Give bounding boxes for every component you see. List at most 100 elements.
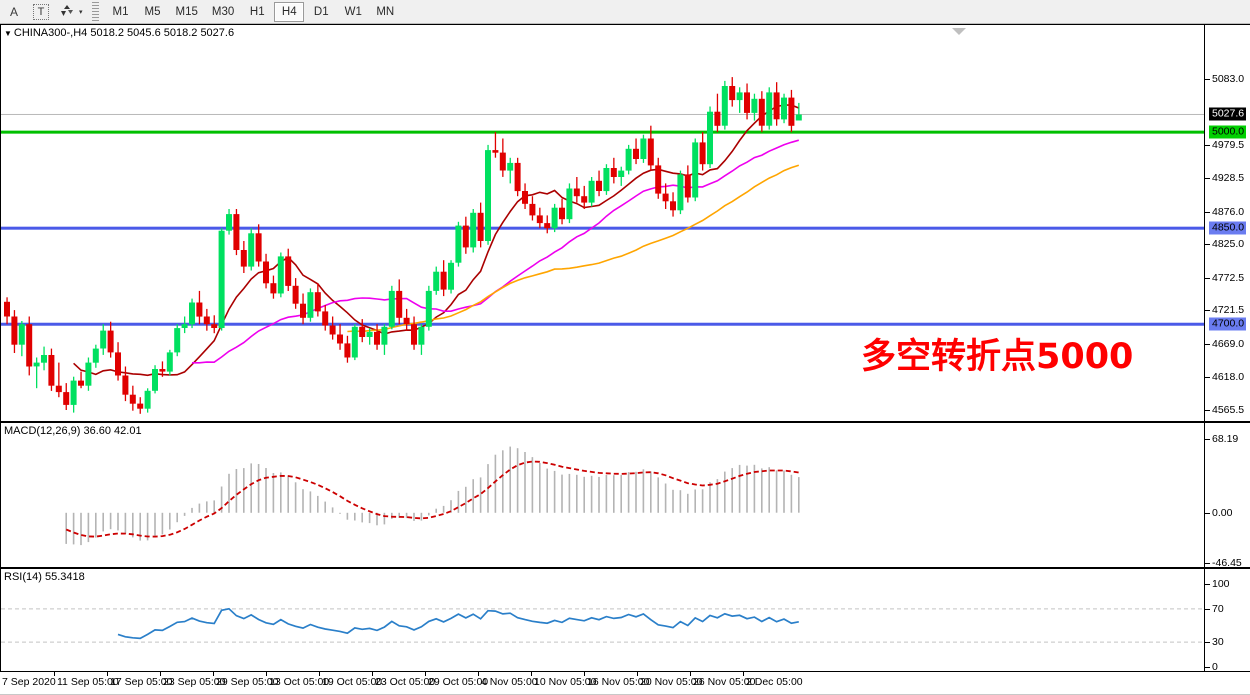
- candle-body-bearish[interactable]: [329, 325, 336, 335]
- candle-body-bearish[interactable]: [255, 233, 262, 262]
- candle-body-bearish[interactable]: [647, 138, 654, 166]
- candle-body-bullish[interactable]: [433, 271, 440, 291]
- candle-body-bullish[interactable]: [625, 148, 632, 171]
- toolbar-drag-handle[interactable]: [91, 1, 99, 22]
- support-line-4700[interactable]: [1, 322, 1204, 326]
- candle-body-bearish[interactable]: [699, 142, 706, 165]
- candle-body-bearish[interactable]: [492, 150, 499, 153]
- candle-body-bearish[interactable]: [536, 215, 543, 224]
- timeframe-button-w1[interactable]: W1: [344, 5, 362, 18]
- candle-body-bullish[interactable]: [85, 362, 92, 386]
- macd-axis[interactable]: 68.19 0.00 -46.45: [1205, 423, 1250, 569]
- candle-body-bullish[interactable]: [41, 355, 47, 363]
- candle-body-bullish[interactable]: [751, 98, 758, 113]
- candle-body-bearish[interactable]: [581, 196, 588, 203]
- candle-body-bearish[interactable]: [610, 168, 617, 177]
- rsi-pane[interactable]: RSI(14) 55.3418 100 70 30 0: [0, 568, 1250, 673]
- candle-body-bullish[interactable]: [70, 380, 77, 405]
- candle-body-bearish[interactable]: [337, 334, 343, 344]
- candle-body-bearish[interactable]: [729, 86, 736, 101]
- candle-body-bearish[interactable]: [285, 256, 292, 286]
- candle-body-bearish[interactable]: [159, 369, 166, 372]
- candle-body-bearish[interactable]: [573, 188, 580, 197]
- candle-body-bearish[interactable]: [440, 271, 447, 290]
- candle-body-bullish[interactable]: [92, 348, 99, 363]
- timeframe-button-m1[interactable]: M1: [112, 5, 129, 18]
- candle-body-bearish[interactable]: [78, 380, 84, 386]
- candle-body-bullish[interactable]: [366, 331, 373, 337]
- candle-body-bearish[interactable]: [396, 290, 403, 318]
- candle-body-bullish[interactable]: [166, 352, 173, 372]
- candle-body-bearish[interactable]: [11, 316, 18, 345]
- candle-body-bearish[interactable]: [633, 148, 639, 159]
- candle-body-bearish[interactable]: [292, 285, 299, 304]
- macd-pane[interactable]: MACD(12,26,9) 36.60 42.01 68.19 0.00 -46.4…: [0, 422, 1250, 569]
- support-line-5000[interactable]: [1, 130, 1204, 134]
- support-line-4850[interactable]: [1, 226, 1204, 230]
- macd-plot-area[interactable]: [1, 423, 1204, 567]
- candle-body-bearish[interactable]: [522, 191, 528, 204]
- candle-body-bearish[interactable]: [359, 326, 366, 337]
- candle-body-bearish[interactable]: [744, 92, 750, 113]
- candle-body-bearish[interactable]: [300, 303, 306, 318]
- price-level-tag[interactable]: 4850.0: [1209, 221, 1247, 235]
- timeframe-button-h1[interactable]: H1: [249, 5, 265, 18]
- candle-body-bearish[interactable]: [263, 261, 269, 284]
- candle-body-bearish[interactable]: [788, 97, 795, 126]
- candle-body-bullish[interactable]: [248, 233, 255, 267]
- candle-body-bullish[interactable]: [692, 142, 699, 198]
- candle-body-bullish[interactable]: [507, 162, 514, 171]
- candle-body-bearish[interactable]: [499, 152, 506, 171]
- candle-body-bullish[interactable]: [766, 92, 773, 126]
- candle-body-bearish[interactable]: [684, 174, 691, 198]
- candle-body-bullish[interactable]: [470, 212, 477, 248]
- candle-body-bearish[interactable]: [662, 193, 669, 202]
- candle-body-bullish[interactable]: [455, 225, 462, 263]
- candle-body-bullish[interactable]: [174, 328, 181, 353]
- candle-body-bullish[interactable]: [448, 262, 454, 290]
- candle-body-bearish[interactable]: [322, 311, 329, 326]
- candle-body-bearish[interactable]: [477, 212, 484, 241]
- candle-body-bullish[interactable]: [736, 92, 743, 101]
- rsi-axis[interactable]: 100 70 30 0: [1205, 569, 1250, 673]
- candle-body-bullish[interactable]: [388, 290, 395, 327]
- font-tool-icon[interactable]: A: [9, 4, 18, 19]
- candle-body-bullish[interactable]: [181, 324, 188, 328]
- candle-body-bullish[interactable]: [351, 326, 358, 358]
- candle-body-bullish[interactable]: [418, 326, 425, 345]
- price-level-tag[interactable]: 5000.0: [1209, 125, 1247, 139]
- candle-body-bullish[interactable]: [277, 256, 284, 294]
- candle-body-bearish[interactable]: [233, 214, 240, 250]
- chevron-down-icon[interactable]: ▾: [79, 8, 83, 16]
- candle-body-bullish[interactable]: [33, 362, 40, 367]
- current-price-line[interactable]: [1, 113, 1204, 115]
- candle-body-bullish[interactable]: [381, 326, 388, 345]
- candle-body-bullish[interactable]: [307, 292, 314, 318]
- time-axis[interactable]: 7 Sep 2020 11 Sep 05:00 17 Sep 05:00 23 Sep…: [0, 672, 1250, 695]
- candle-body-bearish[interactable]: [4, 301, 10, 317]
- candle-body-bearish[interactable]: [411, 324, 417, 345]
- timeframe-button-mn[interactable]: MN: [376, 5, 395, 18]
- candle-body-bullish[interactable]: [226, 214, 232, 231]
- candle-body-bullish[interactable]: [152, 369, 158, 391]
- candle-body-bearish[interactable]: [63, 392, 70, 405]
- text-tool-button[interactable]: T: [28, 1, 52, 23]
- candle-body-bearish[interactable]: [211, 324, 218, 328]
- rsi-plot-area[interactable]: [1, 569, 1204, 671]
- timeframe-button-h4[interactable]: H4: [274, 1, 305, 22]
- timeframe-button-m30[interactable]: M30: [211, 5, 235, 18]
- timeframe-button-d1[interactable]: D1: [313, 5, 329, 18]
- candle-body-bearish[interactable]: [240, 250, 247, 267]
- candle-body-bearish[interactable]: [773, 92, 780, 120]
- candle-body-bullish[interactable]: [18, 324, 25, 345]
- candle-body-bullish[interactable]: [795, 114, 802, 121]
- candle-body-bearish[interactable]: [115, 352, 121, 376]
- candle-body-bullish[interactable]: [721, 86, 728, 126]
- candle-body-bullish[interactable]: [707, 111, 713, 165]
- collapse-caret-icon[interactable]: ▼: [4, 29, 12, 38]
- candle-body-bearish[interactable]: [596, 180, 602, 191]
- candle-body-bearish[interactable]: [714, 111, 721, 126]
- candle-body-bullish[interactable]: [588, 180, 595, 203]
- timeframe-button-m5[interactable]: M5: [144, 5, 161, 18]
- candle-body-bearish[interactable]: [514, 162, 521, 192]
